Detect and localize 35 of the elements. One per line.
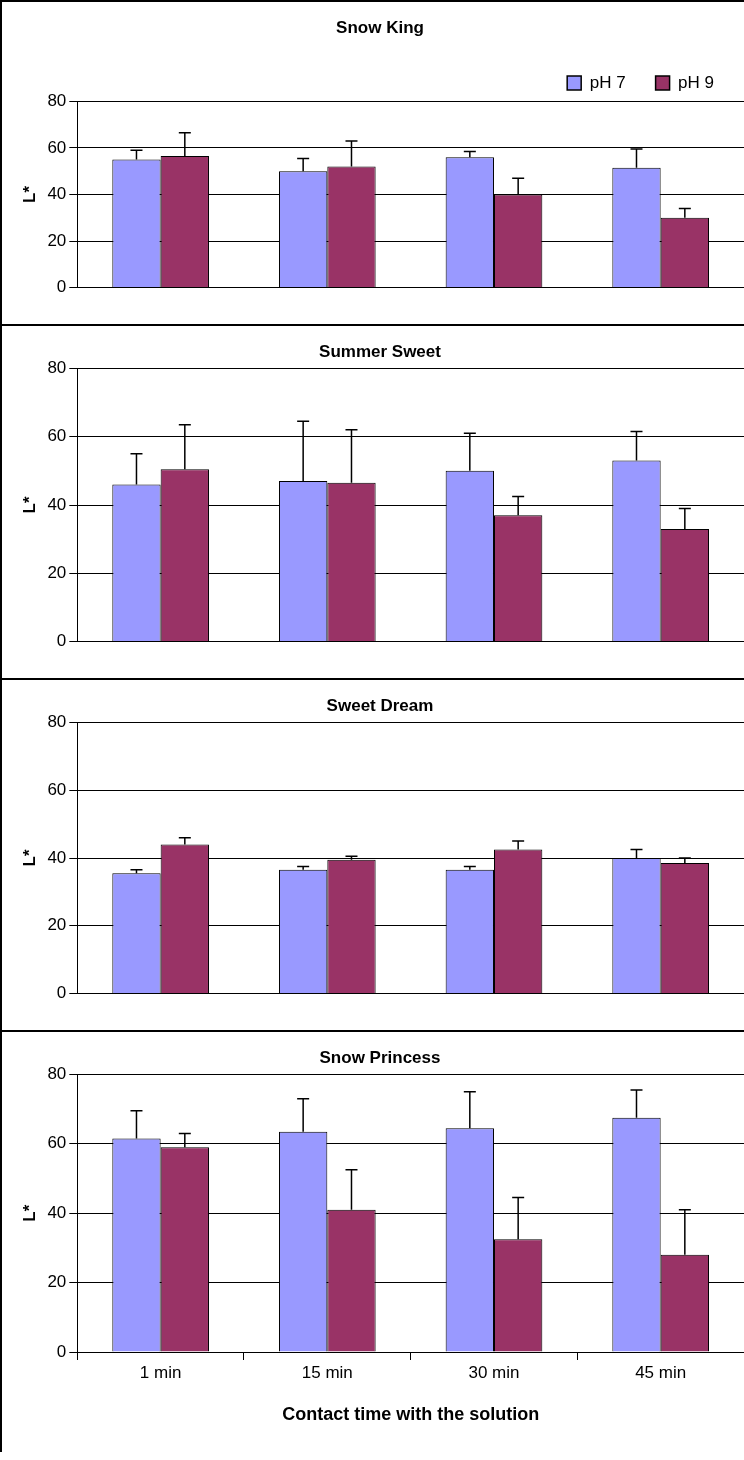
x-tick-label: 30 min [468,1362,520,1382]
y-tick-label: 60 [47,779,67,799]
chart-title: Snow Princess [319,1047,441,1067]
y-axis-title: L* [19,496,39,514]
y-tick-label: 80 [47,91,67,111]
x-tick-label: 1 min [139,1362,182,1382]
y-tick-label: 20 [47,562,67,582]
y-tick-label: 20 [47,1272,67,1292]
y-tick-label: 20 [47,230,67,250]
y-axis-title: L* [19,1204,39,1222]
y-tick-label: 0 [56,983,67,1003]
y-tick-label: 40 [47,1202,67,1222]
y-tick-label: 0 [56,631,67,651]
y-tick-label: 20 [47,915,67,935]
legend-label: pH 7 [589,72,626,92]
x-tick-label: 45 min [635,1362,687,1382]
y-tick-label: 80 [47,1064,67,1084]
y-tick-label: 40 [47,847,67,867]
chart-title: Summer Sweet [319,341,442,361]
y-tick-label: 80 [47,358,67,378]
y-tick-label: 80 [47,712,67,732]
legend-label: pH 9 [678,72,715,92]
x-tick-label: 15 min [301,1362,353,1382]
y-tick-label: 60 [47,1133,67,1153]
y-tick-label: 40 [47,494,67,514]
y-axis-title: L* [19,185,39,203]
y-tick-label: 60 [47,137,67,157]
y-axis-title: L* [19,849,39,867]
y-tick-label: 0 [56,1341,67,1361]
chart-title: Snow King [336,17,424,37]
chart-title: Sweet Dream [326,695,434,715]
y-tick-label: 60 [47,426,67,446]
y-tick-label: 40 [47,184,67,204]
y-tick-label: 0 [56,277,67,297]
x-axis-title: Contact time with the solution [282,1404,540,1425]
